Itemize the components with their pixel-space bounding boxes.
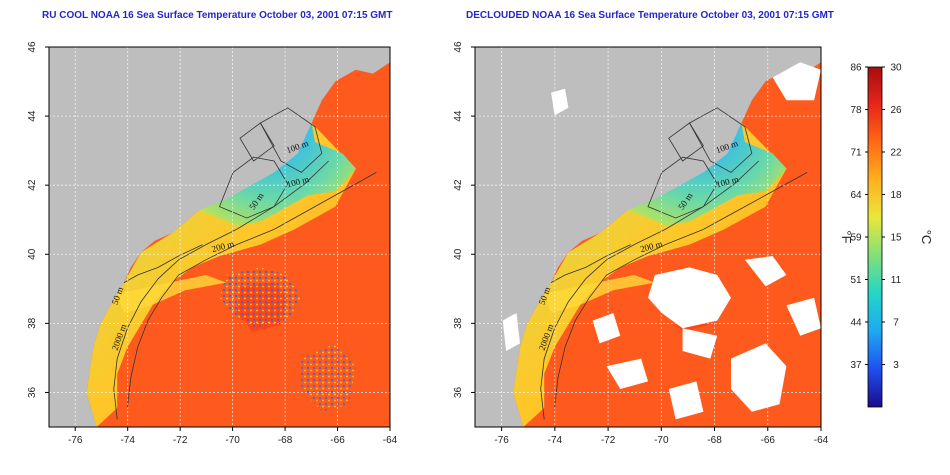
map-left-shelf-plume bbox=[117, 275, 227, 313]
map-left-x-tick-label: -68 bbox=[278, 435, 293, 446]
map-right-cloud-mask bbox=[606, 358, 648, 389]
map-right-x-tick-label: -70 bbox=[654, 435, 669, 446]
map-right-cloud-mask bbox=[682, 328, 718, 359]
map-right-y-tick-label: 40 bbox=[453, 248, 464, 260]
map-left-x-tick-label: -74 bbox=[120, 435, 135, 446]
map-right-shelf-plume bbox=[544, 275, 655, 313]
map-right-y-tick-label: 46 bbox=[453, 41, 464, 53]
map-right-isobath bbox=[540, 160, 759, 420]
map-right-isobath bbox=[550, 244, 631, 283]
colorbar-f-label: 59 bbox=[850, 233, 862, 244]
colorbar-c-label: 3 bbox=[893, 360, 899, 371]
map-right-frame bbox=[474, 46, 822, 428]
colorbar-celsius-unit: °C bbox=[919, 230, 934, 245]
map-left-y-tick-label: 36 bbox=[27, 386, 38, 398]
map-right-x-tick-label: -76 bbox=[494, 435, 509, 446]
map-right-cloud-mask bbox=[551, 88, 569, 116]
map-right-cloud-mask bbox=[744, 256, 787, 287]
map-right-cloud-mask bbox=[772, 62, 821, 101]
map-left-y-tick-label: 44 bbox=[27, 110, 38, 122]
map-right-x-tick-label: -66 bbox=[761, 435, 776, 446]
map-right-y-tick-label: 38 bbox=[453, 317, 464, 329]
map-left-y-tick-label: 42 bbox=[27, 179, 38, 191]
map-left-y-tick-label: 38 bbox=[27, 317, 38, 329]
map-right-cloud-mask bbox=[648, 267, 731, 329]
map-left-cloud-contamination bbox=[219, 267, 302, 329]
map-right-land bbox=[475, 47, 821, 427]
colorbar-f-label: 71 bbox=[850, 148, 862, 159]
map-left-isobath bbox=[259, 107, 323, 173]
map-left-frame bbox=[48, 46, 391, 428]
map-left-isobath bbox=[127, 172, 377, 409]
map-right-isobath bbox=[668, 122, 704, 162]
map-left-isobath bbox=[123, 244, 203, 283]
colorbar-c-label: 7 bbox=[893, 318, 899, 329]
map-left-x-tick-label: -76 bbox=[68, 435, 83, 446]
map-left-x-tick-label: -64 bbox=[383, 435, 398, 446]
map-left-x-tick-label: -70 bbox=[225, 435, 240, 446]
map-right-cloud-mask bbox=[502, 313, 520, 351]
map-right-isobath bbox=[647, 156, 718, 219]
colorbar-f-label: 86 bbox=[850, 63, 862, 74]
map-right-x-tick-label: -64 bbox=[814, 435, 829, 446]
map-left-land bbox=[49, 47, 390, 427]
map-right-cloud-mask bbox=[731, 343, 787, 412]
map-right-x-tick-label: -68 bbox=[707, 435, 722, 446]
map-left-x-tick-label: -72 bbox=[173, 435, 188, 446]
map-left-y-tick-label: 40 bbox=[27, 248, 38, 260]
map-right-x-tick-label: -74 bbox=[548, 435, 563, 446]
colorbar-c-label: 15 bbox=[890, 233, 902, 244]
colorbar-scale bbox=[867, 66, 883, 408]
map-left-isobath bbox=[239, 122, 275, 162]
colorbar-fahrenheit-unit: °F bbox=[839, 230, 854, 243]
map-left-isobath bbox=[113, 160, 329, 420]
map-title-right: DECLOUDED NOAA 16 Sea Surface Temperatur… bbox=[466, 10, 834, 21]
map-right-cloud-mask bbox=[668, 381, 704, 420]
map-right-y-tick-label: 44 bbox=[453, 110, 464, 122]
map-right-y-tick-label: 36 bbox=[453, 386, 464, 398]
colorbar-c-label: 11 bbox=[891, 275, 902, 286]
colorbar-f-label: 37 bbox=[850, 360, 862, 371]
map-right-cloud-mask bbox=[786, 297, 821, 336]
colorbar-f-label: 78 bbox=[850, 105, 862, 116]
map-right-isobath bbox=[688, 107, 753, 173]
colorbar-c-label: 22 bbox=[890, 148, 902, 159]
colorbar-c-label: 30 bbox=[890, 63, 902, 74]
map-left-isobath bbox=[218, 156, 289, 219]
map-right-x-tick-label: -72 bbox=[601, 435, 616, 446]
map-right-isobath bbox=[554, 172, 808, 409]
colorbar-f-label: 44 bbox=[850, 318, 862, 329]
colorbar-c-label: 18 bbox=[890, 190, 902, 201]
map-right-y-tick-label: 42 bbox=[453, 179, 464, 191]
map-left-cloud-contamination bbox=[301, 343, 356, 412]
map-right-cloud-mask bbox=[592, 313, 621, 344]
map-left-y-tick-label: 46 bbox=[27, 41, 38, 53]
map-title-left: RU COOL NOAA 16 Sea Surface Temperature … bbox=[42, 10, 393, 21]
colorbar-c-label: 26 bbox=[890, 105, 902, 116]
temperature-colorbar: 86 78 71 64 59 51 44 37 30 26 22 18 15 11 7 3 °F °C bbox=[839, 63, 934, 408]
colorbar-f-label: 51 bbox=[850, 275, 862, 286]
colorbar-f-label: 64 bbox=[850, 190, 862, 201]
map-left-x-tick-label: -66 bbox=[330, 435, 345, 446]
